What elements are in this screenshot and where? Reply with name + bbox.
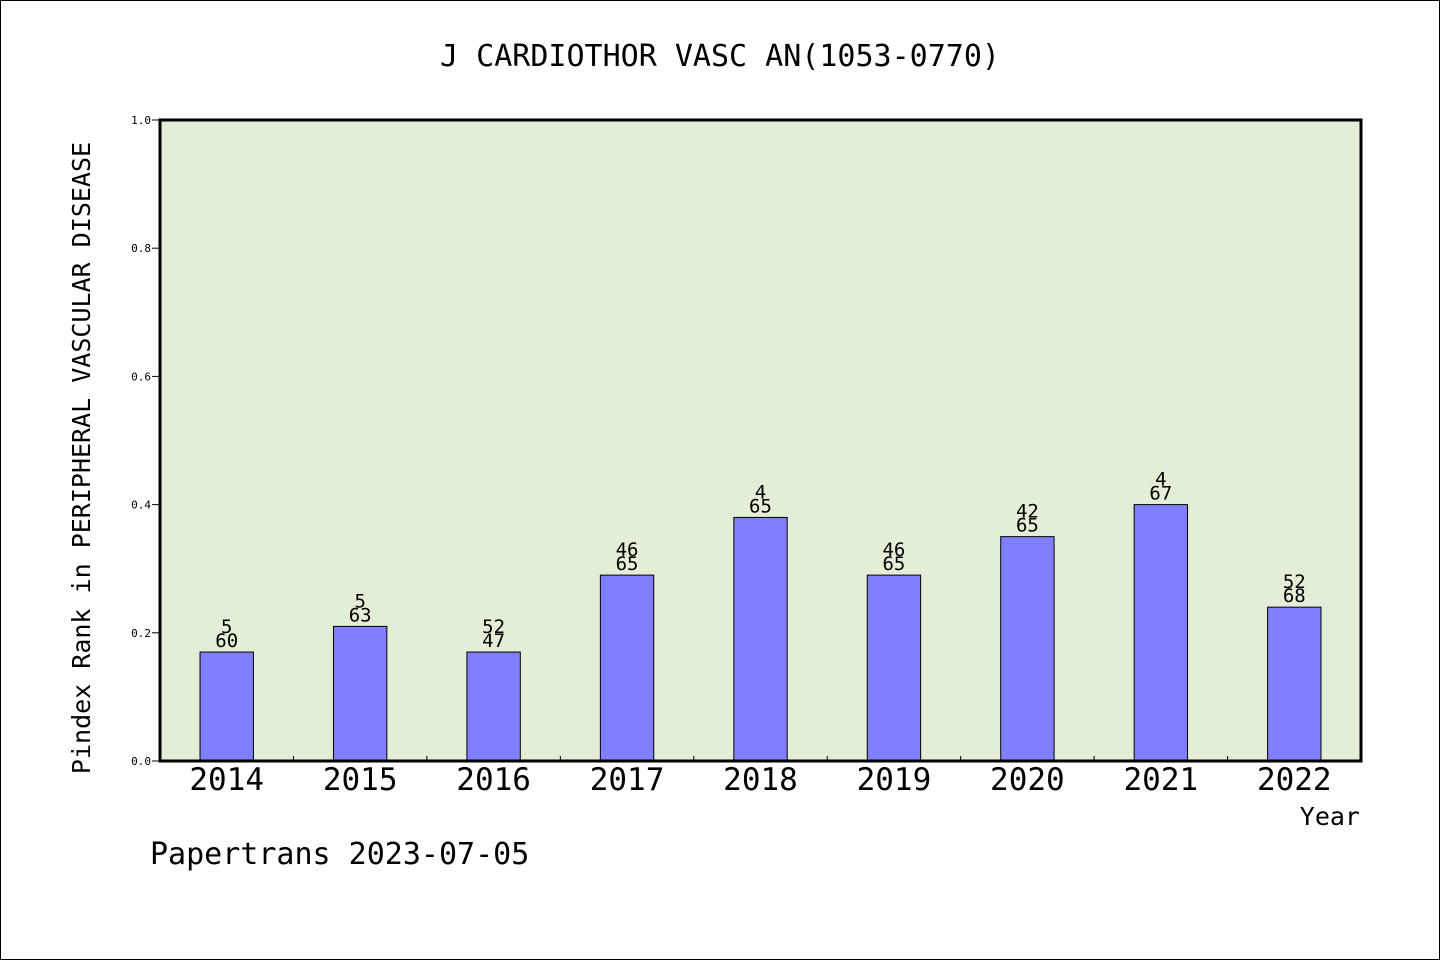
- bar-label-top-2014: 5: [221, 616, 232, 638]
- x-tick-label-2019: 2019: [857, 762, 932, 798]
- bar-label-bottom-2014: 60: [215, 630, 238, 652]
- x-ticks-layer: 2014 2015 2016 2017 2018 2019 2020 2021 2022: [189, 756, 1332, 798]
- bar-label-top-2019: 46: [882, 539, 905, 561]
- x-tick-label-2022: 2022: [1257, 762, 1332, 798]
- x-tick-label-2018: 2018: [723, 762, 798, 798]
- bar-label-bottom-2022: 68: [1283, 585, 1306, 607]
- bar-2017: [599, 574, 655, 762]
- y-tick-label-0.2: 0.2: [131, 627, 151, 640]
- bar-label-bottom-2016: 47: [482, 630, 505, 652]
- bar-label-top-2016: 52: [482, 616, 505, 638]
- bar-label-top-2021: 4: [1155, 469, 1166, 491]
- y-ticks-layer: 0.0 0.2 0.4 0.6 0.8 1.0: [131, 114, 160, 768]
- y-tick-label-0.4: 0.4: [131, 499, 151, 512]
- bar-label-bottom-2021: 67: [1149, 483, 1172, 505]
- y-axis-label: Pindex Rank in PERIPHERAL VASCULAR DISEA…: [67, 142, 96, 774]
- footer-credit: Papertrans 2023-07-05: [150, 837, 529, 872]
- bar-label-top-2015: 5: [354, 590, 365, 612]
- chart-title: J CARDIOTHOR VASC AN(1053-0770): [440, 39, 1000, 74]
- bar-label-bottom-2019: 65: [882, 553, 905, 575]
- y-tick-label-1.0: 1.0: [131, 114, 151, 127]
- bar-2015: [332, 625, 388, 762]
- y-tick-label-0.0: 0.0: [131, 755, 151, 768]
- bar-label-bottom-2017: 65: [616, 553, 639, 575]
- plot-border: [158, 118, 1363, 763]
- bar-2019: [866, 574, 922, 762]
- x-axis-label: Year: [1300, 802, 1360, 831]
- x-tick-label-2015: 2015: [323, 762, 398, 798]
- bar-label-bottom-2015: 63: [349, 604, 372, 626]
- bar-2018: [733, 516, 788, 762]
- bar-label-top-2020: 42: [1016, 501, 1039, 523]
- x-tick-label-2021: 2021: [1124, 762, 1199, 798]
- bar-2016: [466, 651, 521, 762]
- bar-2021: [1133, 504, 1189, 762]
- bar-2020: [1000, 536, 1055, 762]
- bar-label-bottom-2020: 65: [1016, 515, 1039, 537]
- x-tick-label-2017: 2017: [590, 762, 665, 798]
- bar-label-top-2018: 4: [755, 481, 766, 503]
- y-tick-label-0.6: 0.6: [131, 370, 151, 383]
- x-tick-label-2020: 2020: [990, 762, 1065, 798]
- bar-label-top-2022: 52: [1283, 571, 1306, 593]
- x-tick-label-2016: 2016: [456, 762, 531, 798]
- bars-layer: [199, 504, 1322, 762]
- x-tick-label-2014: 2014: [189, 762, 264, 798]
- bar-2014: [199, 651, 254, 762]
- bar-label-bottom-2018: 65: [749, 495, 772, 517]
- bar-label-top-2017: 46: [616, 539, 639, 561]
- y-tick-label-0.8: 0.8: [131, 242, 151, 255]
- bar-2022: [1267, 606, 1322, 762]
